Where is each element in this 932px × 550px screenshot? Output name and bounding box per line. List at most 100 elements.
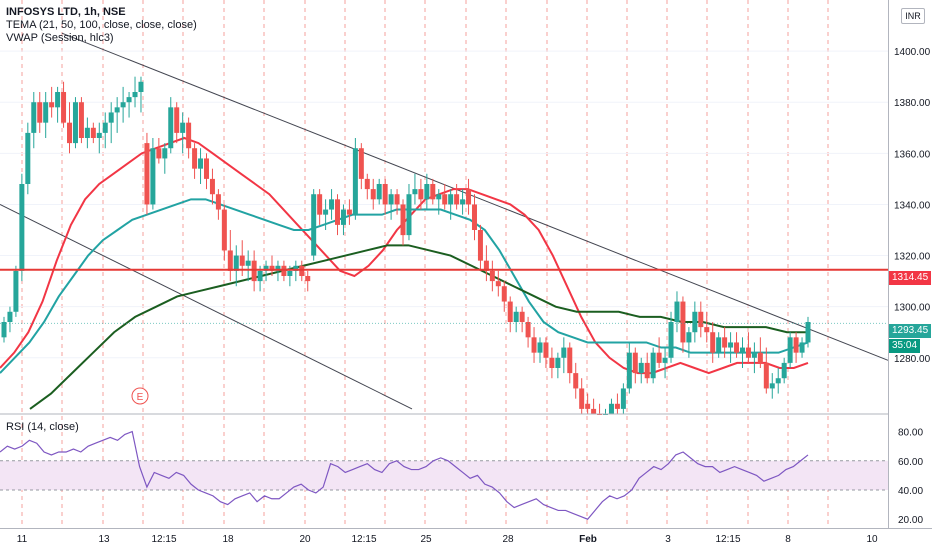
rsi-band bbox=[0, 460, 888, 490]
rsi-tick-2: 60.00 bbox=[898, 457, 923, 468]
candle-body-73 bbox=[436, 194, 442, 200]
candle-body-69 bbox=[412, 189, 418, 195]
candles bbox=[1, 76, 811, 415]
candle-body-36 bbox=[215, 194, 221, 210]
countdown-tag: 35:04 bbox=[889, 339, 921, 353]
candle-body-93 bbox=[555, 357, 561, 368]
candle-body-74 bbox=[442, 194, 448, 205]
candle-body-14 bbox=[84, 127, 90, 138]
candle-body-116 bbox=[692, 311, 698, 333]
candle-body-115 bbox=[686, 332, 692, 343]
candle-body-134 bbox=[799, 342, 805, 353]
candle-body-98 bbox=[585, 403, 591, 409]
time-tick-5: 12:15 bbox=[351, 534, 376, 545]
candle-body-20 bbox=[120, 102, 126, 108]
candle-body-66 bbox=[394, 194, 400, 205]
candle-body-33 bbox=[198, 158, 204, 169]
price-tick-0: 1280.00 bbox=[894, 354, 931, 365]
candle-body-110 bbox=[656, 352, 662, 363]
price-tick-1: 1300.00 bbox=[894, 303, 931, 314]
candle-body-17 bbox=[102, 122, 108, 133]
candle-body-82 bbox=[489, 270, 495, 282]
candle-body-67 bbox=[400, 204, 406, 236]
time-tick-1: 13 bbox=[98, 534, 110, 545]
price-tick-6: 1400.00 bbox=[894, 47, 931, 58]
candle-body-125 bbox=[745, 347, 751, 358]
price-tick-4: 1360.00 bbox=[894, 149, 931, 160]
time-tick-11: 8 bbox=[785, 534, 791, 545]
candle-body-18 bbox=[108, 112, 114, 123]
candle-body-72 bbox=[430, 184, 436, 200]
time-tick-0: 11 bbox=[17, 534, 28, 545]
candle-body-113 bbox=[674, 301, 680, 322]
candle-body-1 bbox=[7, 311, 13, 322]
rsi-legend[interactable]: RSI (14, close) bbox=[6, 421, 79, 433]
tema-legend[interactable]: TEMA (21, 50, 100, close, close, close) bbox=[6, 19, 197, 31]
candle-body-64 bbox=[382, 184, 388, 205]
time-tick-6: 25 bbox=[420, 534, 432, 545]
candle-body-107 bbox=[638, 362, 644, 374]
candle-body-88 bbox=[525, 322, 531, 338]
candle-body-109 bbox=[650, 352, 656, 379]
candle-body-40 bbox=[239, 255, 245, 266]
candle-body-117 bbox=[698, 311, 704, 328]
time-tick-3: 18 bbox=[222, 534, 234, 545]
candle-body-58 bbox=[346, 209, 352, 215]
candle-body-119 bbox=[710, 332, 716, 353]
candle-body-133 bbox=[793, 337, 799, 353]
candle-body-114 bbox=[680, 301, 686, 343]
candle-body-0 bbox=[1, 322, 7, 338]
candle-body-106 bbox=[632, 352, 638, 374]
currency-badge[interactable]: INR bbox=[901, 8, 925, 24]
candle-body-92 bbox=[549, 357, 555, 368]
candle-body-22 bbox=[132, 92, 138, 98]
candle-body-84 bbox=[501, 286, 507, 302]
lower-trendline bbox=[0, 203, 413, 410]
candle-body-23 bbox=[138, 81, 144, 92]
vwap-legend[interactable]: VWAP (Session, hlc3) bbox=[6, 32, 114, 44]
candle-body-121 bbox=[722, 337, 728, 348]
price-axis[interactable]: 1280.00 1300.00 1320.00 1340.00 1360.00 1380.… bbox=[894, 47, 931, 365]
candle-body-31 bbox=[186, 122, 192, 149]
candle-body-129 bbox=[769, 383, 775, 389]
rsi-axis[interactable]: 20.00 40.00 60.00 80.00 bbox=[898, 428, 923, 527]
candle-body-45 bbox=[269, 265, 275, 271]
candle-body-48 bbox=[287, 270, 293, 276]
symbol-title[interactable]: INFOSYS LTD, 1h, NSE bbox=[6, 6, 126, 18]
candle-body-83 bbox=[495, 281, 501, 287]
candle-body-127 bbox=[757, 352, 763, 363]
candle-body-126 bbox=[751, 352, 757, 358]
candle-body-54 bbox=[323, 209, 329, 215]
candle-body-53 bbox=[317, 194, 323, 215]
candle-body-35 bbox=[209, 178, 215, 195]
candle-body-89 bbox=[531, 337, 537, 353]
earnings-marker[interactable]: E bbox=[131, 387, 149, 405]
rsi-tick-1: 40.00 bbox=[898, 486, 923, 497]
candle-body-8 bbox=[49, 102, 55, 108]
candle-body-108 bbox=[644, 362, 650, 379]
rsi-guide-lines bbox=[0, 460, 888, 491]
trend-lines[interactable] bbox=[0, 32, 889, 410]
upper-trendline bbox=[61, 32, 889, 361]
time-tick-4: 20 bbox=[299, 534, 311, 545]
candle-body-85 bbox=[507, 301, 513, 322]
candle-body-81 bbox=[483, 260, 489, 271]
candle-body-91 bbox=[543, 342, 549, 358]
candle-body-71 bbox=[424, 184, 430, 200]
candle-body-97 bbox=[579, 388, 585, 409]
candle-body-104 bbox=[620, 388, 626, 409]
candle-body-75 bbox=[448, 194, 454, 205]
candle-body-76 bbox=[454, 194, 460, 205]
candle-body-128 bbox=[763, 362, 769, 389]
candle-body-50 bbox=[299, 265, 305, 276]
candle-body-99 bbox=[591, 408, 597, 414]
candle-body-41 bbox=[245, 260, 251, 266]
candle-body-32 bbox=[192, 148, 198, 169]
candle-body-130 bbox=[775, 378, 781, 384]
time-tick-8: Feb bbox=[579, 534, 597, 545]
time-axis[interactable]: 11 13 12:15 18 20 12:15 25 28 Feb 3 12:15 8 10 bbox=[17, 534, 878, 545]
candle-body-65 bbox=[388, 194, 394, 205]
candle-body-55 bbox=[329, 199, 335, 210]
candle-body-13 bbox=[78, 102, 84, 138]
